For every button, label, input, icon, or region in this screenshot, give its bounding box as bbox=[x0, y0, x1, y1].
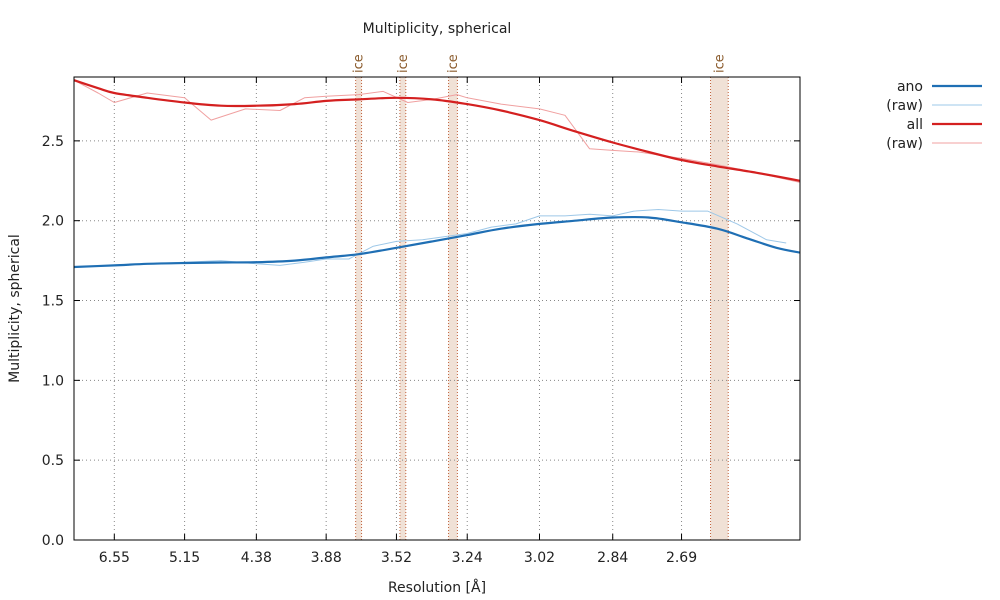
plot-area-frame bbox=[73, 76, 801, 541]
legend-label: ano bbox=[897, 79, 923, 95]
x-tick-label: 3.52 bbox=[381, 550, 412, 566]
ice-ring-band bbox=[710, 77, 729, 540]
y-tick-label: 1.0 bbox=[42, 373, 64, 389]
tick-labels: 6.55 5.15 4.38 3.88 3.52 3.24 3.02 2.84 2.69 0.0 0… bbox=[42, 134, 697, 566]
x-tick-label: 5.15 bbox=[169, 550, 200, 566]
ice-ring-band bbox=[448, 77, 458, 540]
legend-label: (raw) bbox=[886, 136, 923, 152]
series-line-3 bbox=[73, 79, 801, 182]
ice-ring-band bbox=[399, 77, 406, 540]
legend-label: all bbox=[907, 117, 923, 133]
ice-ring-label: ice bbox=[712, 54, 727, 73]
series-lines bbox=[73, 79, 801, 269]
y-tick-label: 2.0 bbox=[42, 214, 64, 230]
axis-ticks bbox=[74, 77, 800, 541]
x-tick-label: 3.88 bbox=[311, 550, 342, 566]
y-tick-label: 0.0 bbox=[42, 533, 64, 549]
series-line-raw-2 bbox=[114, 209, 787, 266]
x-tick-label: 3.24 bbox=[452, 550, 483, 566]
chart-title: Multiplicity, spherical bbox=[363, 21, 512, 37]
x-tick-label: 4.38 bbox=[241, 550, 272, 566]
legend-label: (raw) bbox=[886, 98, 923, 114]
x-tick-label: 3.02 bbox=[524, 550, 555, 566]
series-line-1 bbox=[73, 215, 801, 269]
grid bbox=[74, 77, 800, 541]
x-tick-label: 2.69 bbox=[666, 550, 697, 566]
series-line-raw-4 bbox=[73, 79, 801, 183]
ice-ring-label: ice bbox=[352, 54, 367, 73]
ice-ring-label: ice bbox=[396, 54, 411, 73]
x-tick-label: 2.84 bbox=[597, 550, 628, 566]
y-axis-title: Multiplicity, spherical bbox=[7, 234, 23, 383]
x-tick-label: 6.55 bbox=[99, 550, 130, 566]
ice-ring-label: ice bbox=[446, 54, 461, 73]
x-axis-title: Resolution [Å] bbox=[388, 579, 486, 596]
y-tick-label: 1.5 bbox=[42, 294, 64, 310]
ice-ring-band bbox=[355, 77, 362, 540]
y-tick-label: 0.5 bbox=[42, 453, 64, 469]
legend: ano (raw) all (raw) bbox=[886, 79, 982, 152]
ice-ring-bands: ice ice ice ice bbox=[352, 54, 729, 540]
y-tick-label: 2.5 bbox=[42, 134, 64, 150]
